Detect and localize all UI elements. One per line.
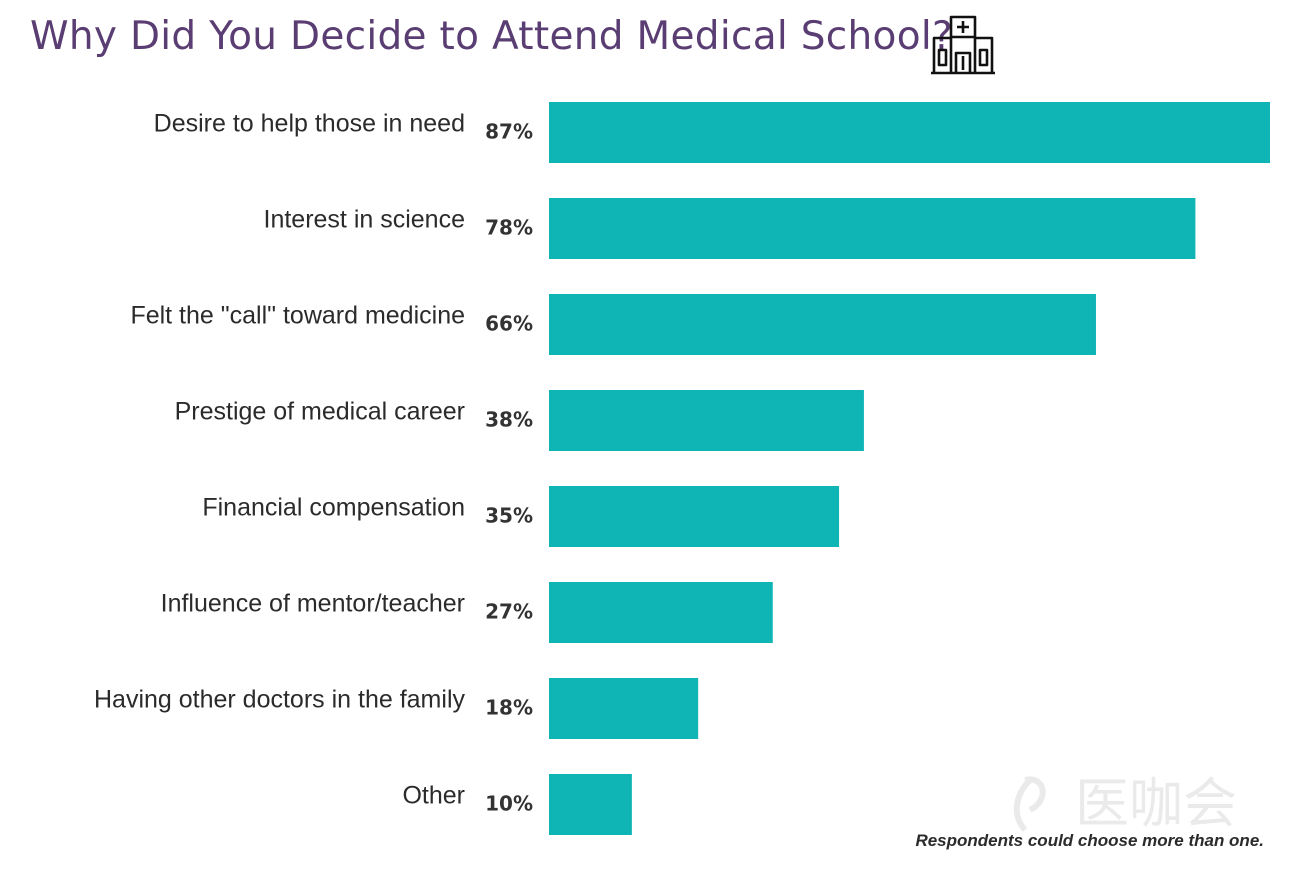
bar <box>549 774 632 835</box>
category-label: Prestige of medical career <box>175 398 465 426</box>
value-label: 18% <box>485 696 533 720</box>
bar <box>549 390 864 451</box>
bar <box>549 582 773 643</box>
bar <box>549 486 840 547</box>
bar <box>549 678 699 739</box>
watermark-logo: 医咖会 <box>1013 772 1237 835</box>
value-label: 78% <box>485 216 533 240</box>
value-label: 27% <box>485 600 533 624</box>
chart-title: Why Did You Decide to Attend Medical Sch… <box>30 14 954 59</box>
bar <box>549 102 1270 163</box>
footnote: Respondents could choose more than one. <box>915 831 1264 850</box>
value-label: 87% <box>485 120 533 144</box>
value-label: 10% <box>485 792 533 816</box>
category-label: Influence of mentor/teacher <box>161 590 465 618</box>
category-label: Interest in science <box>264 206 466 234</box>
category-label: Desire to help those in need <box>154 110 465 138</box>
bar <box>549 294 1096 355</box>
svg-text:医咖会: 医咖会 <box>1075 772 1237 835</box>
value-label: 35% <box>485 504 533 528</box>
category-label: Financial compensation <box>202 494 465 522</box>
hospital-icon <box>931 15 995 75</box>
category-label: Having other doctors in the family <box>94 686 466 714</box>
value-label: 38% <box>485 408 533 432</box>
value-label: 66% <box>485 312 533 336</box>
bar <box>549 198 1196 259</box>
category-label: Felt the "call" toward medicine <box>130 302 465 330</box>
category-label: Other <box>402 782 465 810</box>
